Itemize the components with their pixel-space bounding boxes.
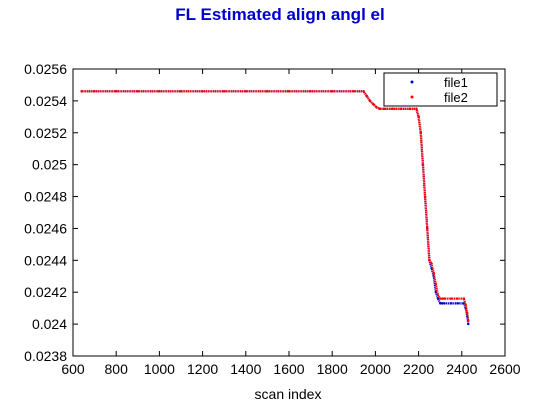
x-tick-label: 1600	[273, 361, 304, 377]
data-point-file2	[352, 90, 355, 93]
series-line-file1	[81, 90, 470, 325]
data-point-file2	[201, 90, 204, 93]
data-point-file2	[417, 115, 420, 119]
y-tick-label: 0.0244	[24, 252, 67, 268]
y-tick-label: 0.0254	[24, 93, 67, 109]
legend-box	[383, 72, 498, 107]
x-tick-label: 600	[61, 361, 85, 377]
data-point-file1	[441, 302, 444, 305]
data-point-file1	[443, 302, 446, 305]
series-line-file2	[81, 90, 470, 322]
data-point-file2	[372, 102, 375, 106]
data-point-file2	[423, 195, 427, 198]
y-tick-label: 0.0238	[24, 348, 67, 364]
data-point-file2	[428, 259, 431, 262]
data-point-file2	[443, 297, 446, 300]
data-point-file2	[400, 107, 403, 111]
data-point-file2	[375, 106, 378, 109]
data-point-file1	[449, 302, 453, 305]
legend-label-file2: file2	[444, 90, 468, 105]
data-point-file2	[466, 311, 469, 315]
plot-frame	[72, 68, 506, 357]
data-point-file2	[456, 297, 459, 300]
data-point-file2	[464, 303, 467, 307]
legend-marker-file1	[410, 80, 414, 84]
data-point-file2	[382, 107, 386, 111]
data-point-file2	[408, 107, 412, 111]
legend-label-file1: file1	[444, 75, 468, 90]
data-point-file2	[115, 90, 118, 93]
x-tick-label: 1000	[144, 361, 175, 377]
y-tick-label: 0.0246	[24, 220, 67, 236]
data-point-file2	[430, 262, 433, 265]
data-point-file2	[244, 90, 247, 93]
data-point-file2	[441, 297, 444, 300]
data-point-file2	[449, 297, 453, 300]
y-tick-label: 0.0242	[24, 284, 67, 300]
x-tick-label: 2400	[446, 361, 477, 377]
data-point-file2	[136, 90, 139, 93]
data-point-file2	[436, 294, 440, 297]
data-point-file2	[266, 90, 269, 93]
data-point-file2	[391, 107, 394, 111]
data-point-file2	[158, 90, 161, 93]
x-tick-label: 1800	[317, 361, 348, 377]
data-point-file2	[331, 90, 334, 93]
y-tick-label: 0.025	[32, 157, 67, 173]
data-point-file2	[415, 107, 418, 111]
data-point-file1	[456, 302, 459, 305]
data-point-file1	[439, 302, 442, 305]
data-point-file2	[439, 297, 442, 300]
y-tick-label: 0.024	[32, 316, 67, 332]
data-point-file2	[309, 90, 312, 93]
data-point-file2	[368, 99, 372, 103]
data-point-file2	[362, 90, 365, 93]
plot-area: 600 800 1000 1200 1400 1600 1800 2000 2200 2400 26…	[24, 61, 521, 377]
data-point-file2	[462, 297, 466, 300]
y-tick-label: 0.0252	[24, 125, 67, 141]
x-tick-label: 2200	[403, 361, 434, 377]
x-tick-label: 2600	[489, 361, 520, 377]
data-point-file2	[432, 271, 435, 275]
x-tick-label: 1200	[187, 361, 218, 377]
data-point-file2	[426, 227, 429, 230]
data-point-file2	[223, 90, 226, 93]
data-point-file1	[467, 322, 470, 326]
x-tick-label: 800	[105, 361, 129, 377]
data-point-file2	[419, 131, 422, 134]
x-tick-label: 1400	[230, 361, 261, 377]
y-tick-label: 0.0256	[24, 61, 67, 77]
data-point-file2	[93, 90, 96, 93]
data-point-file2	[287, 90, 291, 93]
chart-title: FL Estimated align angl el	[175, 5, 384, 24]
data-point-file2	[378, 107, 381, 111]
data-point-file2	[80, 90, 83, 93]
x-tick-label: 2000	[360, 361, 391, 377]
y-tick-label: 0.0248	[24, 189, 67, 205]
x-axis-label: scan index	[255, 386, 322, 402]
data-point-file2	[421, 163, 425, 166]
data-point-file2	[179, 90, 183, 93]
legend-marker-file2	[410, 95, 414, 99]
data-point-file2	[434, 283, 438, 286]
data-point-file2	[467, 319, 470, 323]
data-point-file2	[365, 94, 368, 98]
